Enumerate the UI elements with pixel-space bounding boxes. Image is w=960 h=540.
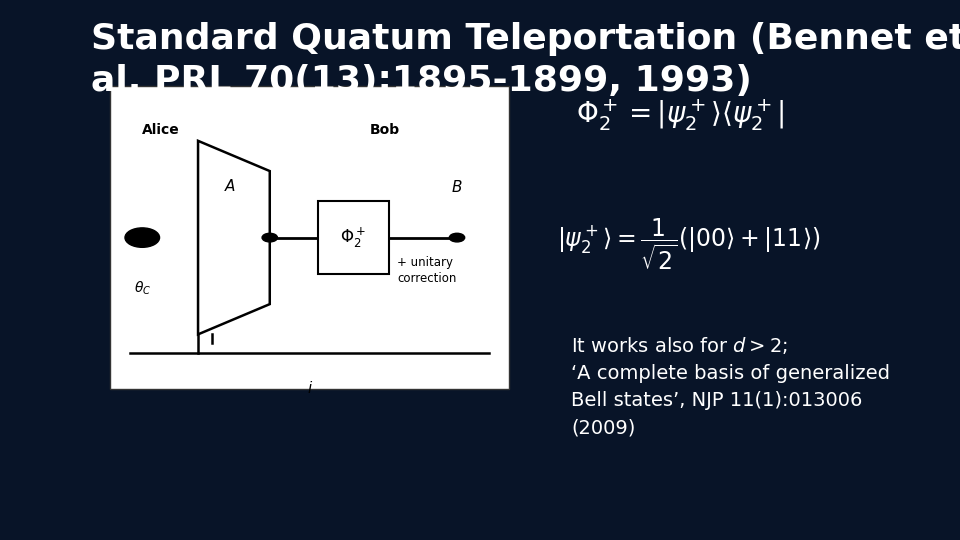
Circle shape — [125, 228, 159, 247]
Text: Standard Quatum Teleportation (Bennet et
al. PRL 70(13):1895-1899, 1993): Standard Quatum Teleportation (Bennet et… — [91, 22, 960, 98]
Bar — [318, 201, 390, 274]
Text: $|\psi_2^+\rangle = \dfrac{1}{\sqrt{2}}(|00\rangle + |11\rangle)$: $|\psi_2^+\rangle = \dfrac{1}{\sqrt{2}}(… — [557, 216, 820, 272]
Bar — [110, 86, 509, 389]
Text: Bob: Bob — [370, 123, 399, 137]
Text: $A$: $A$ — [224, 178, 236, 194]
Text: $\Phi_2^+$: $\Phi_2^+$ — [341, 226, 367, 249]
Text: $\Phi_2^+ = |\psi_2^+\rangle\langle\psi_2^+|$: $\Phi_2^+ = |\psi_2^+\rangle\langle\psi_… — [576, 97, 784, 133]
Polygon shape — [198, 141, 270, 334]
Text: + unitary
correction: + unitary correction — [397, 256, 457, 285]
Circle shape — [262, 233, 277, 242]
Text: It works also for $d > 2$;
‘A complete basis of generalized
Bell states’, NJP 11: It works also for $d > 2$; ‘A complete b… — [571, 335, 890, 437]
Text: $B$: $B$ — [451, 179, 463, 195]
Text: Alice: Alice — [142, 123, 180, 137]
Text: $i$: $i$ — [306, 380, 313, 396]
Text: $\theta_C$: $\theta_C$ — [133, 280, 151, 298]
Circle shape — [449, 233, 465, 242]
